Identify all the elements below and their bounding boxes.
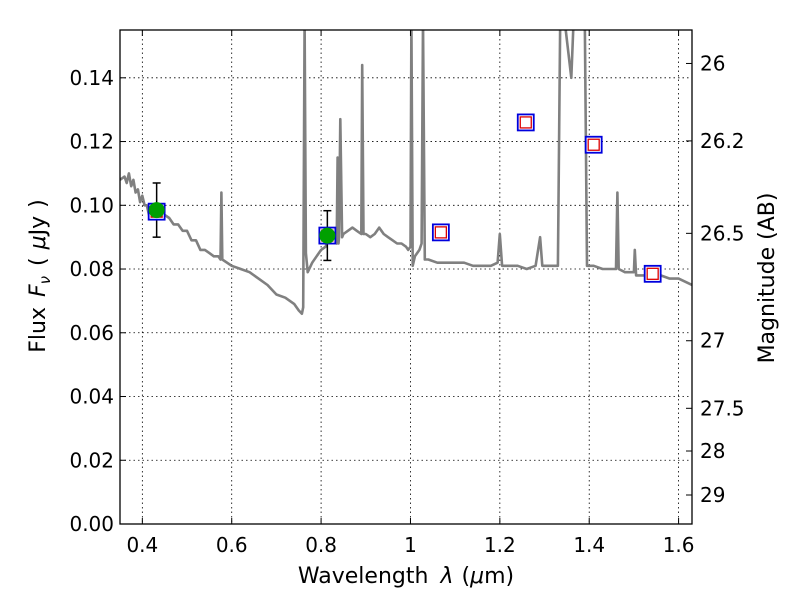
- clipped-marks: [120, 30, 692, 315]
- y-tick-label: 0.04: [69, 385, 114, 409]
- observed-point: [319, 227, 336, 244]
- x-tick-label: 1.6: [663, 533, 695, 557]
- x-tick-label: 1.4: [573, 533, 605, 557]
- y2-tick-label: 28: [700, 439, 725, 463]
- sed-model-line: [120, 30, 692, 315]
- y2-tick-label: 27: [700, 329, 725, 353]
- y-tick-label: 0.00: [69, 512, 114, 536]
- x-tick-label: 1: [404, 533, 417, 557]
- x-tick-label: 0.6: [216, 533, 248, 557]
- y-tick-label: 0.12: [69, 130, 114, 154]
- observed-point: [148, 202, 165, 219]
- y-tick-label: 0.02: [69, 448, 114, 472]
- axes-frame: [119, 29, 693, 525]
- ticks: 0.4 0.6 0.8 1 1.2 1.4 1.6 0.00 0.02 0.04 0.06 0.08 0…: [69, 30, 745, 557]
- x-axis-label: Wavelength λ (μm): [298, 564, 514, 589]
- model-phot-inner-square: [519, 116, 532, 129]
- y-tick-label: 0.08: [69, 257, 114, 281]
- x-tick-label: 0.8: [305, 533, 337, 557]
- model-phot-inner-square: [646, 267, 659, 280]
- x-tick-label: 0.4: [126, 533, 158, 557]
- y2-axis-label: Magnitude (AB): [755, 193, 780, 364]
- model-phot-inner-square: [434, 226, 448, 239]
- plot-area: [120, 30, 692, 315]
- y-tick-label: 0.14: [69, 66, 114, 90]
- y-tick-label: 0.06: [69, 321, 114, 345]
- model-phot-inner-square: [587, 138, 600, 151]
- y2-tick-label: 26.2: [700, 129, 745, 153]
- y-axis-label: FluxFν(μJy): [26, 199, 54, 352]
- grid: [120, 30, 692, 524]
- y2-tick-label: 29: [700, 483, 725, 507]
- y2-tick-label: 26.5: [700, 221, 745, 245]
- y2-tick-label: 26: [700, 51, 725, 75]
- x-tick-label: 1.2: [484, 533, 516, 557]
- y-tick-label: 0.10: [69, 193, 114, 217]
- y2-tick-label: 27.5: [700, 396, 745, 420]
